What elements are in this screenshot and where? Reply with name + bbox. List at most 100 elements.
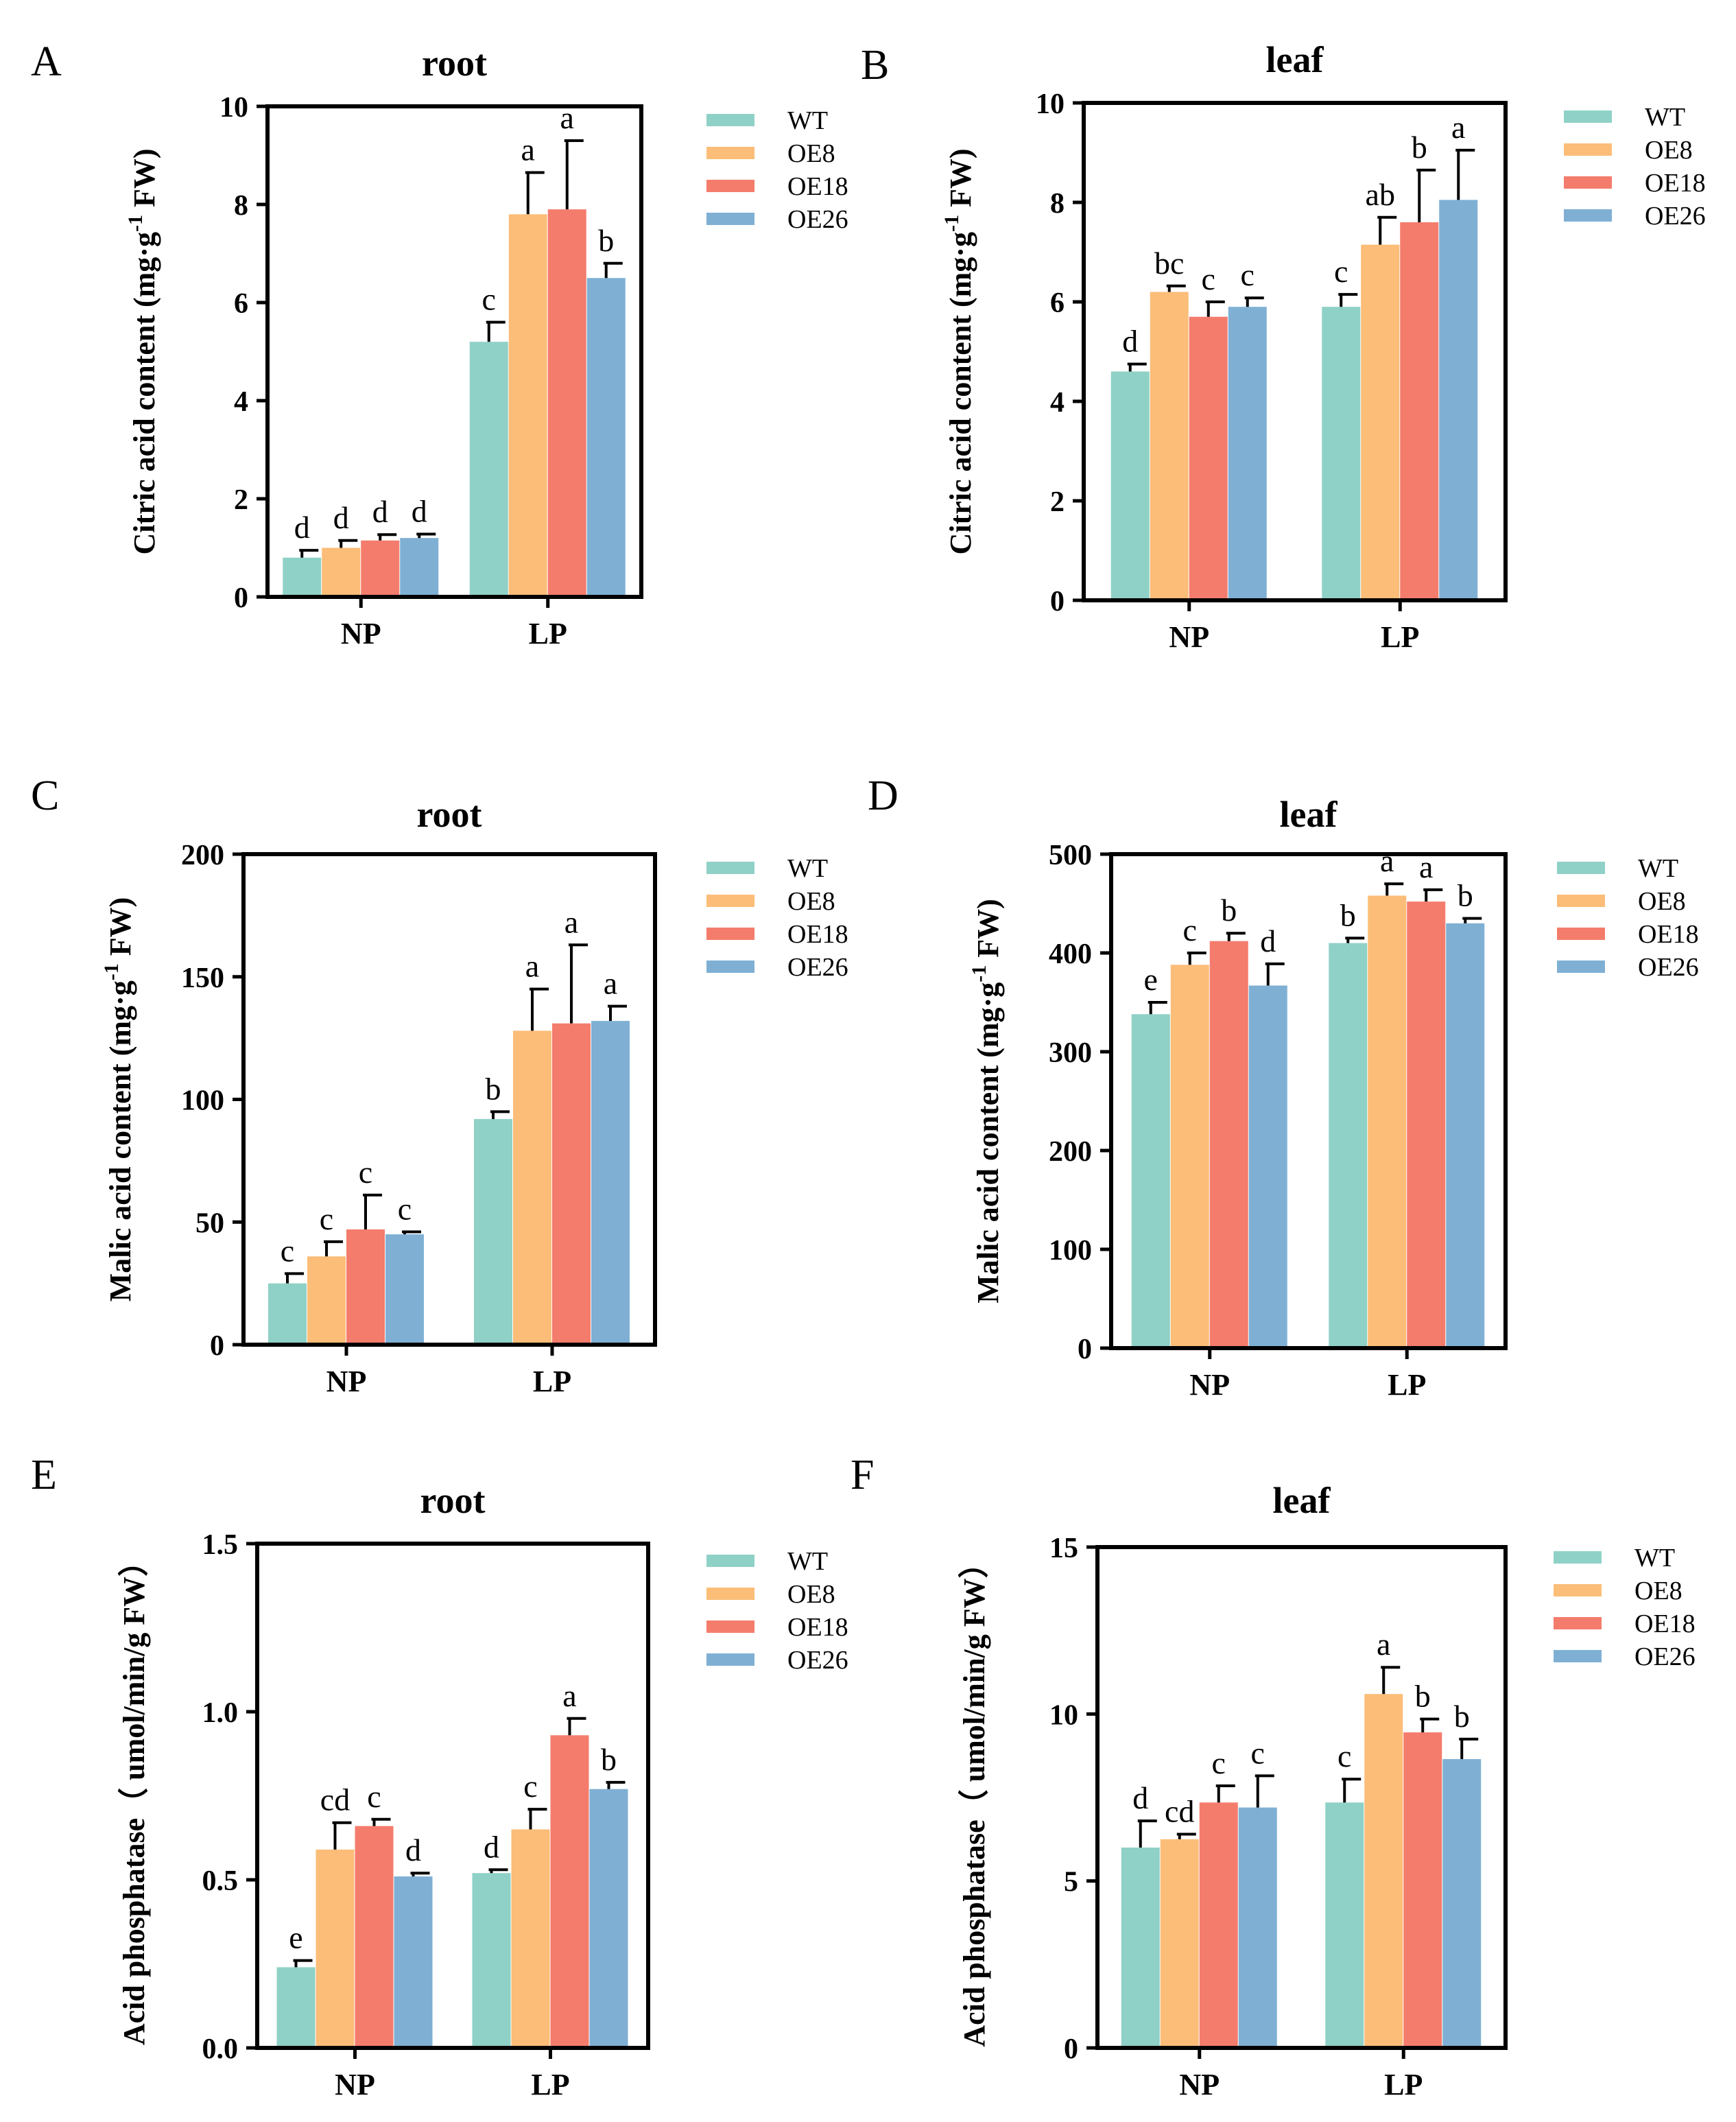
significance-letter: bc <box>1154 246 1184 281</box>
bar-oe18-np <box>1199 1802 1238 2048</box>
legend-swatch-wt <box>1557 862 1605 874</box>
legend-label: OE26 <box>787 953 848 982</box>
y-tick-label: 0 <box>1078 1334 1092 1365</box>
y-axis-label: Citric acid content (mg·g-1 FW) <box>940 149 977 555</box>
legend-label: OE8 <box>1634 1577 1683 1605</box>
significance-letter: c <box>482 282 496 317</box>
bar-oe18-lp <box>1407 901 1446 1348</box>
legend-swatch-oe26 <box>1554 1650 1602 1662</box>
significance-letter: b <box>601 1742 617 1777</box>
legend-swatch-oe8 <box>706 1588 754 1600</box>
plot-frame <box>241 852 657 1347</box>
x-category-label: NP <box>341 617 381 650</box>
legend-label: WT <box>1634 1544 1675 1572</box>
significance-letter: cd <box>1165 1794 1194 1829</box>
x-category-label: LP <box>533 1365 571 1398</box>
significance-letter: c <box>523 1769 537 1804</box>
significance-letter: b <box>1454 1699 1470 1734</box>
legend-label: OE18 <box>787 172 848 201</box>
bar-oe26-lp <box>1442 1759 1482 2048</box>
legend-swatch-oe8 <box>706 895 754 907</box>
x-category-label: NP <box>326 1365 367 1398</box>
legend-swatch-oe8 <box>706 147 754 159</box>
bar-oe18-np <box>1189 316 1228 600</box>
significance-letter: a <box>564 904 578 939</box>
y-axis-label: Acid phosphatase（ umol/min/g FW） <box>117 1546 151 2045</box>
significance-letter: d <box>405 1832 421 1867</box>
bar-oe8-np <box>1150 292 1189 600</box>
chart-title: root <box>420 1480 486 1521</box>
bar-oe26-np <box>1248 985 1287 1348</box>
bar-oe8-lp <box>508 214 547 597</box>
legend-swatch-wt <box>1554 1551 1602 1564</box>
panel-letter: C <box>31 773 59 819</box>
legend-label: OE18 <box>787 920 848 949</box>
significance-letter: b <box>1458 878 1473 913</box>
y-tick-label: 1.0 <box>202 1697 239 1729</box>
significance-letter: e <box>1144 962 1158 997</box>
bar-oe26-lp <box>591 1021 630 1345</box>
significance-letter: d <box>372 494 388 529</box>
significance-letter: a <box>1377 1627 1390 1662</box>
y-tick-label: 2 <box>234 484 248 516</box>
bar-wt-np <box>283 557 322 597</box>
y-tick-label: 200 <box>181 840 224 871</box>
significance-letter: d <box>484 1829 499 1864</box>
legend-label: OE18 <box>1634 1610 1696 1638</box>
bar-wt-lp <box>474 1119 512 1345</box>
y-tick-label: 10 <box>219 92 248 123</box>
x-category-label: NP <box>335 2068 375 2101</box>
legend-label: WT <box>787 1547 828 1576</box>
bar-oe18-lp <box>550 1735 589 2048</box>
bar-oe18-lp <box>1403 1732 1442 2048</box>
x-category-label: NP <box>1189 1368 1230 1402</box>
bar-oe18-np <box>1209 941 1248 1348</box>
legend-label: WT <box>787 106 828 135</box>
significance-letter: d <box>294 510 310 545</box>
legend-label: OE26 <box>1638 953 1699 982</box>
significance-letter: c <box>1337 1738 1351 1773</box>
legend-swatch-oe8 <box>1564 143 1612 156</box>
y-tick-label: 0 <box>1064 2033 1078 2065</box>
legend-swatch-oe18 <box>1554 1617 1602 1629</box>
y-tick-label: 4 <box>1050 387 1065 418</box>
y-tick-label: 400 <box>1049 939 1092 970</box>
significance-letter: d <box>1132 1780 1148 1815</box>
significance-letter: a <box>560 100 574 135</box>
significance-letter: c <box>1251 1735 1265 1770</box>
bar-oe8-np <box>307 1256 346 1345</box>
legend-swatch-oe26 <box>706 960 754 973</box>
significance-letter: c <box>1334 254 1348 289</box>
y-tick-label: 2 <box>1050 486 1065 518</box>
legend-label: WT <box>1638 854 1678 883</box>
significance-letter: b <box>598 223 614 258</box>
significance-letter: c <box>281 1233 294 1268</box>
legend-label: OE8 <box>787 887 835 916</box>
y-tick-label: 4 <box>234 386 248 418</box>
y-tick-label: 100 <box>1049 1235 1092 1266</box>
significance-letter: a <box>1451 110 1465 145</box>
bar-oe8-lp <box>513 1030 551 1345</box>
significance-letter: c <box>1212 1745 1226 1780</box>
y-tick-label: 150 <box>181 963 224 994</box>
bar-wt-lp <box>1329 943 1368 1348</box>
y-axis-label: Malic acid content (mg·g-1 FW) <box>968 899 1005 1304</box>
significance-letter: b <box>1415 1679 1431 1714</box>
significance-letter: c <box>1241 257 1255 292</box>
y-tick-label: 0.0 <box>202 2033 239 2065</box>
bar-oe26-lp <box>1446 923 1485 1348</box>
bar-wt-np <box>1110 371 1150 600</box>
legend-label: OE8 <box>787 139 835 168</box>
significance-letter: c <box>359 1155 372 1190</box>
legend-swatch-oe26 <box>706 213 754 225</box>
legend-swatch-wt <box>706 862 754 874</box>
bar-oe8-np <box>1170 965 1209 1348</box>
y-tick-label: 8 <box>1050 188 1065 220</box>
legend-label: OE26 <box>1645 202 1706 231</box>
